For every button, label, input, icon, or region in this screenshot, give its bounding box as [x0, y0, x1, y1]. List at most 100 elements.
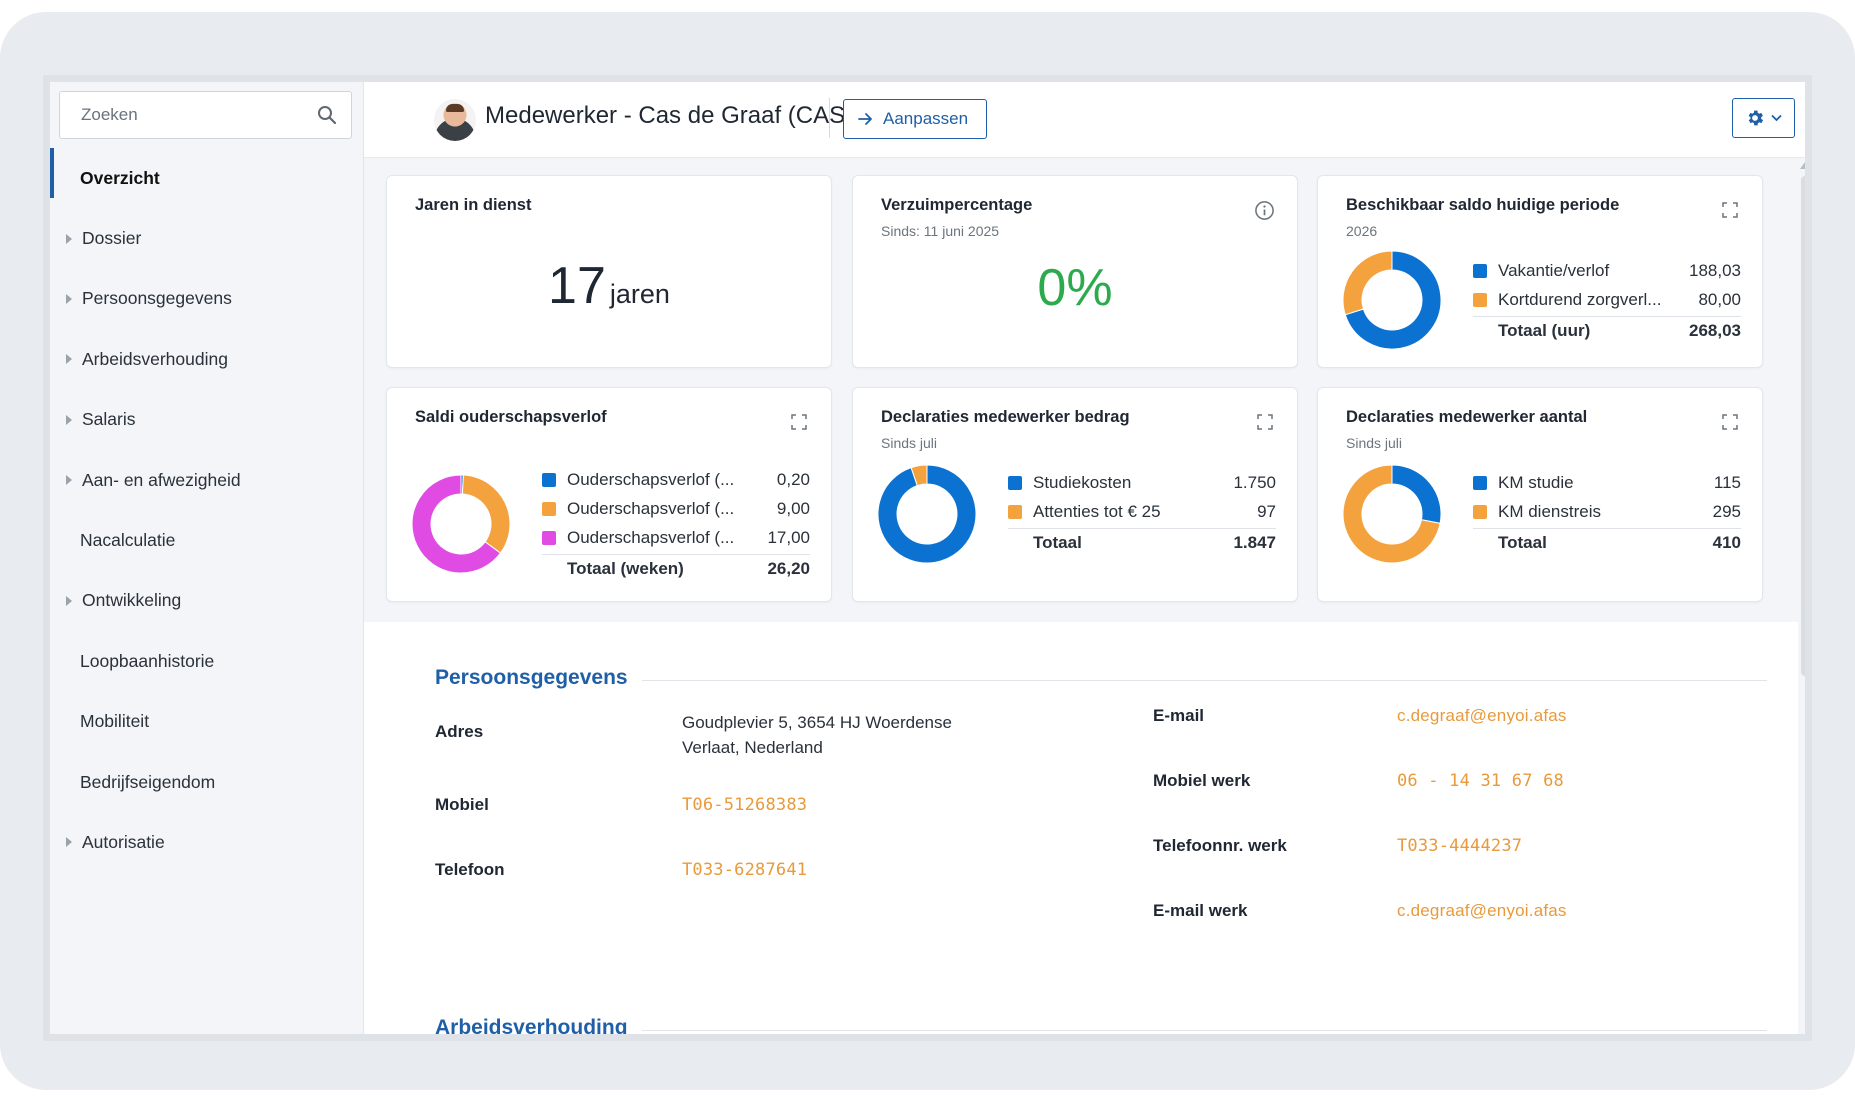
donut-slice[interactable] — [1344, 250, 1442, 350]
legend-label: Attenties tot € 25 — [1033, 501, 1161, 521]
bedrag-donut-chart — [877, 464, 977, 564]
legend-swatch — [1008, 504, 1022, 519]
sidebar-item-persoonsgegevens[interactable]: Persoonsgegevens — [50, 269, 363, 329]
link-telefoon-werk[interactable]: T033-4444237 — [1397, 836, 1523, 856]
legend-total-label: Totaal (uur) — [1498, 321, 1591, 340]
donut-slice[interactable] — [411, 474, 502, 574]
caret-right-icon[interactable] — [66, 293, 72, 304]
legend-value: 80,00 — [1698, 289, 1741, 309]
donut-slice[interactable] — [877, 464, 977, 564]
sidebar-item-label: Overzicht — [80, 167, 160, 188]
card-saldi-ouderschapsverlof: Saldi ouderschapsverlof Ouderschapsverlo… — [386, 387, 832, 602]
card-declaraties-bedrag: Declaraties medewerker bedrag Sinds juli… — [852, 387, 1298, 602]
scroll-up-icon[interactable] — [1800, 162, 1805, 169]
card-title: Verzuimpercentage — [881, 196, 1033, 214]
expand-icon[interactable] — [1257, 414, 1273, 430]
legend-total-label: Totaal — [1498, 533, 1547, 552]
card-declaraties-aantal: Declaraties medewerker aantal Sinds juli… — [1317, 387, 1763, 602]
sidebar-item-bedrijfseigendom[interactable]: Bedrijfseigendom — [50, 752, 363, 812]
sidebar-item-overzicht[interactable]: Overzicht — [50, 148, 363, 208]
legend-swatch — [1473, 475, 1487, 490]
caret-right-icon[interactable] — [66, 414, 72, 425]
sidebar-item-loopbaanhistorie[interactable]: Loopbaanhistorie — [50, 631, 363, 691]
legend-value: 0,20 — [776, 469, 810, 489]
sidebar-item-salaris[interactable]: Salaris — [50, 390, 363, 450]
section-divider — [642, 680, 1767, 681]
search-placeholder: Zoeken — [81, 105, 138, 124]
link-mobiel-werk[interactable]: 06 - 14 31 67 68 — [1397, 771, 1564, 791]
legend-item: Kortdurend zorgverl... 80,00 — [1473, 285, 1741, 314]
legend-total-label: Totaal (weken) — [567, 559, 684, 578]
sidebar-item-ontwikkeling[interactable]: Ontwikkeling — [50, 571, 363, 631]
legend-value: 1.750 — [1233, 472, 1276, 492]
caret-right-icon[interactable] — [66, 837, 72, 848]
legend-item: Attenties tot € 25 97 — [1008, 497, 1276, 526]
edit-button-label: Aanpassen — [883, 109, 969, 128]
sidebar-item-label: Mobiliteit — [80, 711, 150, 732]
sidebar-item-aan-en-afwezigheid[interactable]: Aan- en afwezigheid — [50, 450, 363, 510]
gear-icon — [1748, 110, 1764, 126]
label-telefoon-werk: Telefoonnr. werk — [1153, 836, 1287, 855]
legend-total-value: 410 — [1712, 533, 1741, 552]
info-icon[interactable] — [1254, 200, 1275, 221]
card-title: Declaraties medewerker bedrag — [881, 408, 1130, 426]
card-subtitle: Sinds: 11 juni 2025 — [881, 223, 1000, 239]
legend-total: Totaal (uur) 268,03 — [1473, 316, 1741, 345]
sidebar-item-dossier[interactable]: Dossier — [50, 208, 363, 268]
sidebar-item-autorisatie[interactable]: Autorisatie — [50, 812, 363, 872]
scrollbar-thumb[interactable] — [1801, 176, 1805, 676]
sidebar-item-label: Dossier — [82, 228, 142, 249]
caret-right-icon[interactable] — [66, 354, 72, 365]
donut-slice[interactable] — [1342, 464, 1441, 564]
years-unit: jaren — [609, 279, 670, 309]
legend-total-label: Totaal — [1033, 533, 1082, 552]
sidebar-item-mobiliteit[interactable]: Mobiliteit — [50, 692, 363, 752]
link-email[interactable]: c.degraaf@enyoi.afas — [1397, 706, 1567, 725]
sidebar-item-label: Persoonsgegevens — [82, 288, 232, 309]
page-title: Medewerker - Cas de Graaf (CASG) — [485, 102, 872, 129]
sidebar-item-arbeidsverhouding[interactable]: Arbeidsverhouding — [50, 329, 363, 389]
label-telefoon: Telefoon — [435, 860, 505, 879]
settings-menu-button[interactable] — [1732, 98, 1795, 138]
donut-slice[interactable] — [910, 464, 928, 487]
legend-swatch — [542, 472, 556, 487]
caret-right-icon[interactable] — [66, 595, 72, 606]
sidebar-item-label: Nacalculatie — [80, 530, 176, 551]
legend-swatch — [542, 530, 556, 545]
link-email-werk[interactable]: c.degraaf@enyoi.afas — [1397, 901, 1567, 920]
section-title-arbeidsverhouding: Arbeidsverhouding — [435, 1016, 628, 1039]
legend-label: KM studie — [1498, 472, 1574, 492]
legend-item: KM dienstreis 295 — [1473, 497, 1741, 526]
sidebar-item-label: Salaris — [82, 409, 136, 430]
legend-total-value: 268,03 — [1689, 321, 1741, 340]
donut-slice[interactable] — [1342, 250, 1393, 316]
expand-icon[interactable] — [791, 414, 807, 430]
legend-swatch — [542, 501, 556, 516]
donut-slice[interactable] — [1391, 464, 1442, 524]
label-mobiel: Mobiel — [435, 795, 489, 814]
vertical-scrollbar[interactable] — [1798, 158, 1805, 1034]
edit-button[interactable]: Aanpassen — [843, 99, 988, 139]
expand-icon[interactable] — [1722, 414, 1738, 430]
card-title: Jaren in dienst — [415, 196, 532, 214]
legend-value: 115 — [1713, 472, 1741, 492]
label-adres: Adres — [435, 722, 484, 741]
sidebar-item-nacalculatie[interactable]: Nacalculatie — [50, 510, 363, 570]
years-number: 17 — [548, 257, 606, 315]
label-email-werk: E-mail werk — [1153, 901, 1248, 920]
legend-item: Ouderschapsverlof (... 0,20 — [542, 465, 810, 494]
link-telefoon[interactable]: T033-6287641 — [682, 860, 808, 880]
legend-total: Totaal 1.847 — [1008, 528, 1276, 557]
donut-slice[interactable] — [461, 474, 511, 554]
caret-right-icon[interactable] — [66, 233, 72, 244]
search-icon[interactable] — [317, 105, 337, 125]
search-input[interactable]: Zoeken — [59, 91, 352, 139]
avatar — [434, 99, 476, 141]
card-title: Saldi ouderschapsverlof — [415, 408, 607, 426]
caret-right-icon[interactable] — [66, 475, 72, 486]
link-mobiel[interactable]: T06-51268383 — [682, 795, 808, 815]
card-title: Beschikbaar saldo huidige periode — [1346, 196, 1620, 214]
expand-icon[interactable] — [1722, 202, 1738, 218]
legend-label: Ouderschapsverlof (... — [567, 469, 735, 489]
card-jaren-in-dienst: Jaren in dienst 17 jaren — [386, 175, 832, 368]
